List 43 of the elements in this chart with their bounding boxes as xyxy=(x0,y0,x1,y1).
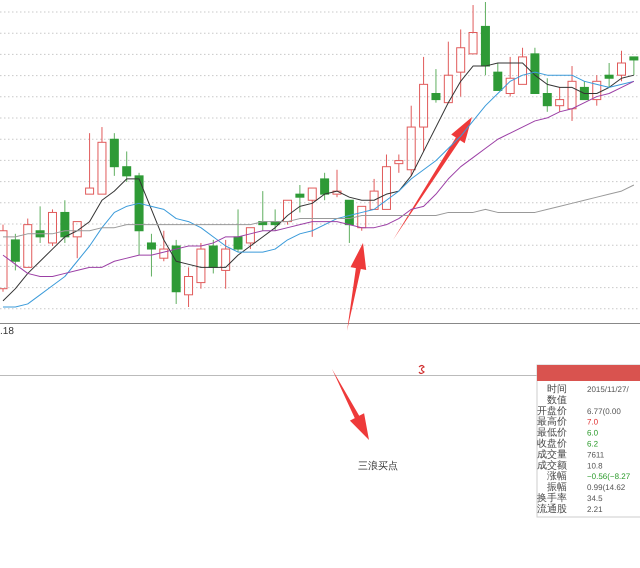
candlestick xyxy=(555,86,564,112)
text: 7611 xyxy=(587,450,604,460)
text: 34.5 xyxy=(587,494,603,503)
candlestick xyxy=(320,172,330,201)
candlestick xyxy=(221,239,230,290)
candlestick xyxy=(456,28,466,98)
category-label: 成交量 xyxy=(537,448,567,460)
category-label: 成交额 xyxy=(537,459,567,472)
text: −0.56(−8.27 xyxy=(587,472,630,482)
candlestick xyxy=(394,154,404,174)
text: 6.0 xyxy=(587,428,598,438)
candlestick xyxy=(604,62,614,88)
candlestick xyxy=(146,233,156,277)
text: 0.99(14.62 xyxy=(587,483,626,492)
text: 6.77(0.00 xyxy=(587,406,621,416)
category-label: 时间 xyxy=(547,383,567,395)
candlestick xyxy=(60,200,70,244)
category-label: 收盘价 xyxy=(537,438,567,450)
candlestick xyxy=(592,74,602,106)
candlestick xyxy=(110,132,119,176)
candlestick xyxy=(172,239,181,304)
category-label: 数值 xyxy=(547,394,567,406)
text: 6.2 xyxy=(587,440,598,448)
text: 7.0 xyxy=(587,418,598,427)
category-label: 流通股 xyxy=(537,502,567,515)
category-label: 换手率 xyxy=(537,492,567,504)
candlestick xyxy=(480,2,490,76)
category-label: 振幅 xyxy=(547,481,567,494)
category-label: 开盘价 xyxy=(537,404,567,417)
text: 2.21 xyxy=(587,504,603,514)
candlestick xyxy=(419,56,428,152)
candlestick xyxy=(295,184,304,213)
text: 10.8 xyxy=(587,461,603,470)
category-label: 涨幅 xyxy=(547,470,567,482)
text: .18 xyxy=(0,326,14,337)
candlestick xyxy=(542,78,552,112)
candlestick xyxy=(568,66,577,122)
category-label: 最高价 xyxy=(537,416,567,428)
candlestick xyxy=(159,230,168,262)
category-label: 最低价 xyxy=(537,426,567,439)
candlestick xyxy=(184,266,194,308)
text: 2015/11/27/ xyxy=(587,385,629,394)
text: 三浪买点 xyxy=(358,460,398,472)
